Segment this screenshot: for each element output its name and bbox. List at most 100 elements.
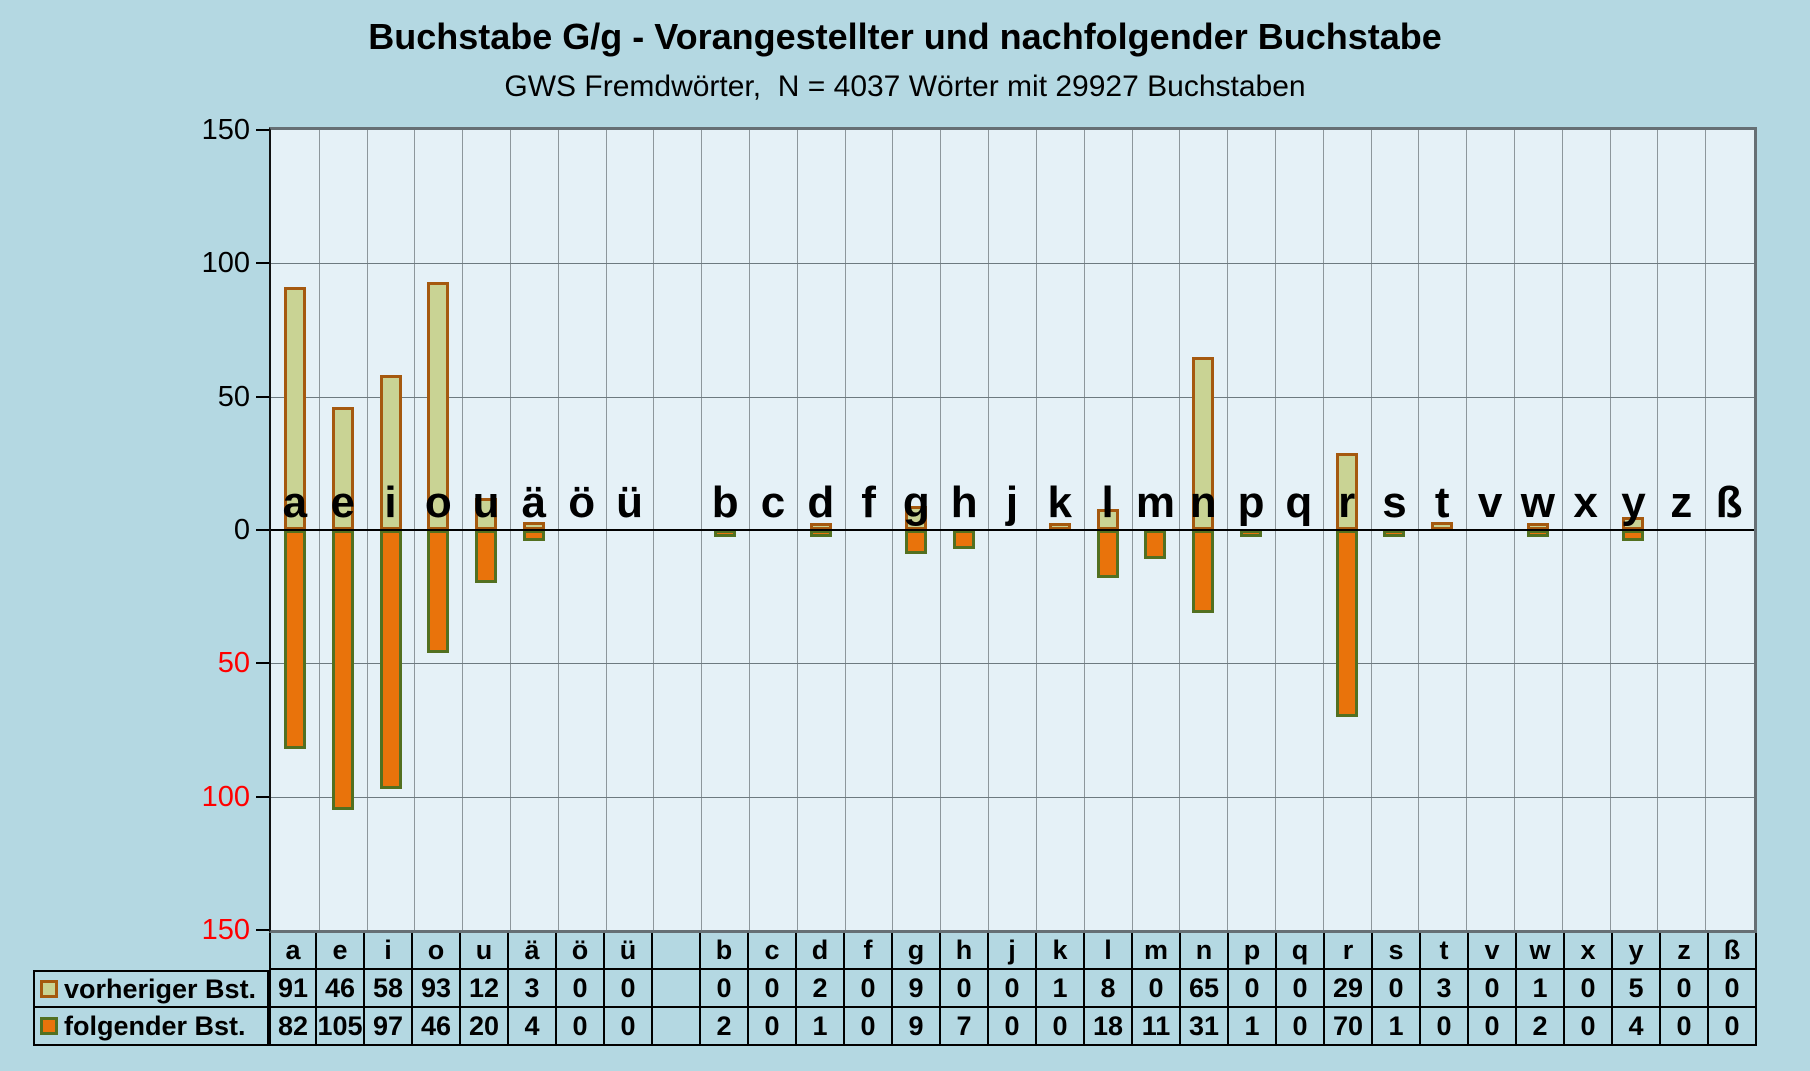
table-value-cell: 20 [461,1008,509,1046]
category-letter: w [1520,478,1555,527]
bar-folgender [1622,530,1645,541]
table-header-cell: ä [509,933,557,970]
bar-folgender [1192,530,1215,613]
table-value-cell: 0 [1709,970,1757,1008]
table-header-cell: o [413,933,461,970]
bar-folgender [809,530,832,537]
table-header-cell: q [1277,933,1325,970]
category-letter: e [330,478,355,527]
table-value-cell: 3 [1421,970,1469,1008]
table-value-cell: 5 [1613,970,1661,1008]
table-value-cell: 0 [701,970,749,1008]
category-letter: f [861,478,876,527]
table-header-cell: e [317,933,365,970]
table-value-cell: 105 [317,1008,365,1046]
table-value-cell: 93 [413,970,461,1008]
table-value-cell: 2 [797,970,845,1008]
table-value-cell: 65 [1181,970,1229,1008]
table-value-cell: 1 [1037,970,1085,1008]
table-value-cell: 0 [1277,970,1325,1008]
y-axis-label: 150 [201,114,250,146]
chart-subtitle: GWS Fremdwörter, N = 4037 Wörter mit 299… [504,70,1306,103]
table-header-cell: y [1613,933,1661,970]
bar-vorheriger [1192,356,1215,530]
table-value-cell: 11 [1133,1008,1181,1046]
category-letter: z [1670,478,1693,527]
grid-line-horizontal [271,263,1754,265]
table-value-cell: 1 [1229,1008,1277,1046]
table-header-cell: a [269,933,317,970]
table-value-cell: 0 [1277,1008,1325,1046]
table-value-cell: 0 [845,970,893,1008]
table-header-cell: r [1325,933,1373,970]
table-header-cell: z [1661,933,1709,970]
bar-folgender [283,530,306,749]
table-value-cell: 0 [1469,1008,1517,1046]
legend-swatch-vorheriger [40,980,58,998]
table-value-cell: 1 [797,1008,845,1046]
bar-vorheriger [427,282,450,530]
y-axis-tick [256,929,269,931]
table-value-cell: 0 [605,1008,653,1046]
table-value-cell: 9 [893,970,941,1008]
table-value-cell: 12 [461,970,509,1008]
table-value-cell: 1 [1373,1008,1421,1046]
table-header-cell: c [749,933,797,970]
data-table: a e i o u ä ö ü b c d f g h j k l m n p q r s t v w x y z ß vorheriger… [33,933,1757,1046]
table-value-cell: 0 [941,970,989,1008]
bar-folgender [522,530,545,541]
bar-folgender [714,530,737,537]
table-value-cell: 18 [1085,1008,1133,1046]
y-axis-tick [256,262,269,265]
table-header-cell: i [365,933,413,970]
bar-vorheriger [475,498,498,530]
table-value-cell: 9 [893,1008,941,1046]
table-value-cell: 0 [557,1008,605,1046]
y-axis-label: 50 [217,380,250,413]
table-value-cell [653,1008,701,1046]
table-value-cell: 46 [317,970,365,1008]
table-header-cell: ü [605,933,653,970]
table-value-cell: 82 [269,1008,317,1046]
table-header-cell: t [1421,933,1469,970]
y-axis-label: 0 [233,514,250,546]
legend-label: folgender Bst. [64,1010,246,1041]
category-letter: j [1005,478,1019,527]
y-axis-tick [256,395,269,398]
category-letter: ö [568,478,596,527]
legend-swatch-folgender [40,1017,58,1035]
category-letter: q [1285,478,1313,527]
bar-vorheriger [522,522,545,530]
category-letter: ä [521,478,547,527]
y-axis-label: 100 [201,780,250,813]
table-header-cell: g [893,933,941,970]
table-value-cell: 0 [557,970,605,1008]
bar-vorheriger [1526,523,1549,530]
table-header-cell: s [1373,933,1421,970]
table-value-cell: 0 [845,1008,893,1046]
table-value-cell: 7 [941,1008,989,1046]
bar-vorheriger [1622,516,1645,530]
category-letter: b [711,478,739,527]
table-value-cell: 0 [749,970,797,1008]
bar-vorheriger [379,375,402,530]
bar-folgender [1383,530,1406,537]
category-letter: s [1382,478,1407,527]
bar-folgender [1144,530,1167,560]
table-header-cell: j [989,933,1037,970]
table-value-cell: 2 [701,1008,749,1046]
table-value-cell: 91 [269,970,317,1008]
table-value-cell: 0 [1709,1008,1757,1046]
category-letter: i [384,478,397,527]
bar-folgender [1526,530,1549,537]
table-value-cell: 1 [1517,970,1565,1008]
table-value-cell: 3 [509,970,557,1008]
table-value-cell: 97 [365,1008,413,1046]
bar-folgender [1096,530,1119,578]
category-letter: p [1237,478,1265,527]
grid-line-horizontal [271,663,1754,665]
table-value-cell: 0 [1565,970,1613,1008]
table-value-cell: 0 [1421,1008,1469,1046]
bar-folgender [1240,530,1263,537]
